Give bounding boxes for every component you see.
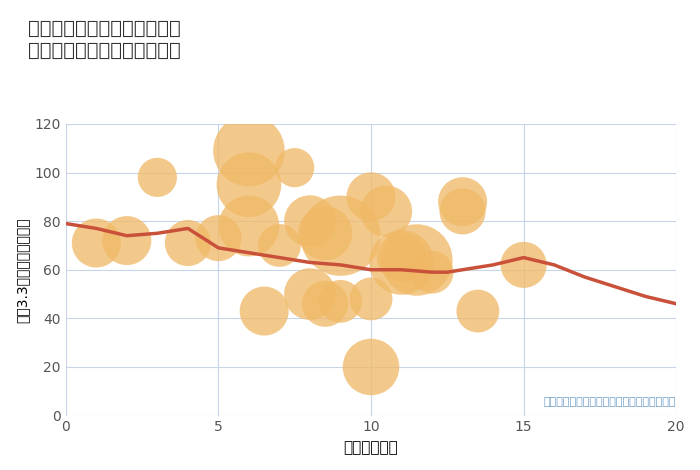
Point — [457, 198, 468, 205]
Point — [411, 256, 422, 264]
Point — [426, 268, 438, 276]
Point — [182, 239, 193, 247]
Point — [91, 239, 102, 247]
Point — [152, 173, 163, 181]
X-axis label: 駅距離（分）: 駅距離（分） — [344, 440, 398, 455]
Point — [121, 237, 132, 244]
Point — [335, 298, 346, 305]
Point — [457, 208, 468, 215]
Point — [396, 254, 407, 261]
Point — [289, 164, 300, 172]
Point — [518, 261, 529, 269]
Point — [244, 181, 255, 188]
Point — [304, 290, 316, 298]
Point — [473, 307, 484, 315]
Point — [365, 295, 377, 303]
Point — [304, 217, 316, 225]
Point — [258, 307, 270, 315]
Point — [244, 147, 255, 155]
Point — [365, 363, 377, 371]
Point — [381, 208, 392, 215]
Point — [320, 229, 331, 237]
Point — [244, 222, 255, 230]
Point — [335, 232, 346, 240]
Point — [396, 258, 407, 266]
Text: 三重県四日市市三ツ谷東町の
駅距離別中古マンション価格: 三重県四日市市三ツ谷東町の 駅距離別中古マンション価格 — [28, 19, 181, 60]
Point — [213, 235, 224, 242]
Point — [274, 242, 285, 249]
Text: 円の大きさは、取引のあった物件面積を示す: 円の大きさは、取引のあった物件面積を示す — [544, 397, 676, 407]
Point — [320, 300, 331, 307]
Point — [365, 193, 377, 201]
Y-axis label: 坪（3.3㎡）単価（万円）: 坪（3.3㎡）単価（万円） — [15, 217, 29, 322]
